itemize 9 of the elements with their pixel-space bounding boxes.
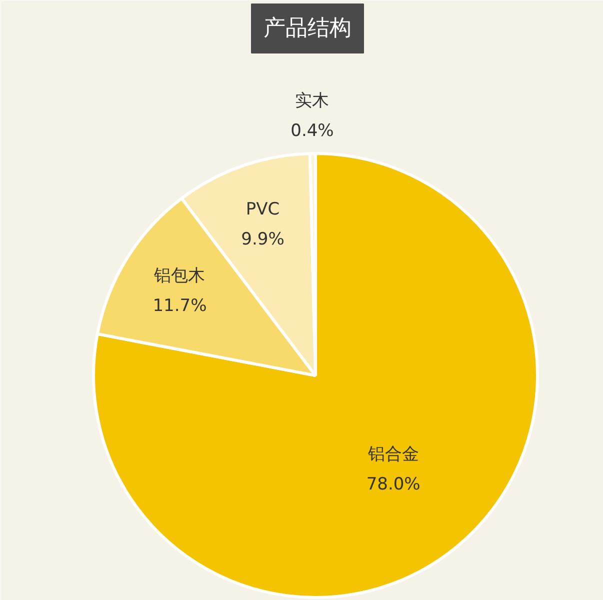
slice-label: 实木 [295, 90, 330, 111]
data-label: 11.7% [152, 296, 207, 316]
data-label: 78.0% [366, 474, 420, 495]
chart-title: 产品结构 [264, 16, 352, 41]
data-label: 9.9% [241, 230, 284, 250]
data-label: 0.4% [290, 120, 334, 141]
slice-label: 铝包木 [153, 266, 206, 286]
slice-label: PVC [246, 200, 280, 220]
slice-label: 铝合金 [366, 444, 419, 465]
